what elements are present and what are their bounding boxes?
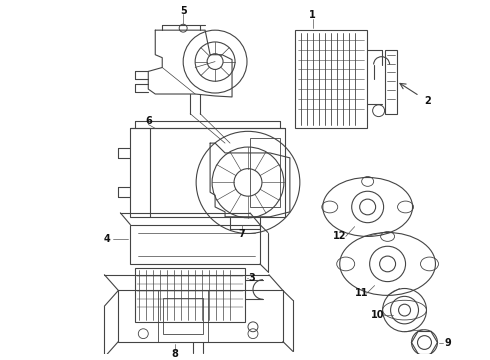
Bar bbox=[295, 30, 367, 129]
Bar bbox=[130, 129, 285, 217]
Bar bbox=[250, 138, 280, 207]
Text: 3: 3 bbox=[248, 273, 255, 283]
Text: 12: 12 bbox=[333, 231, 346, 242]
Bar bbox=[385, 50, 396, 114]
Text: 8: 8 bbox=[172, 349, 179, 359]
Text: 4: 4 bbox=[104, 234, 111, 244]
Bar bbox=[163, 298, 203, 334]
Text: 5: 5 bbox=[180, 5, 187, 15]
Text: 7: 7 bbox=[239, 229, 245, 239]
Text: 2: 2 bbox=[424, 96, 431, 106]
Text: 1: 1 bbox=[309, 10, 316, 21]
Text: 11: 11 bbox=[355, 288, 368, 298]
Text: 9: 9 bbox=[444, 338, 451, 347]
Text: 10: 10 bbox=[371, 310, 384, 320]
Bar bbox=[130, 225, 260, 264]
Bar bbox=[135, 268, 245, 322]
Text: 6: 6 bbox=[145, 116, 151, 126]
Bar bbox=[119, 291, 283, 342]
